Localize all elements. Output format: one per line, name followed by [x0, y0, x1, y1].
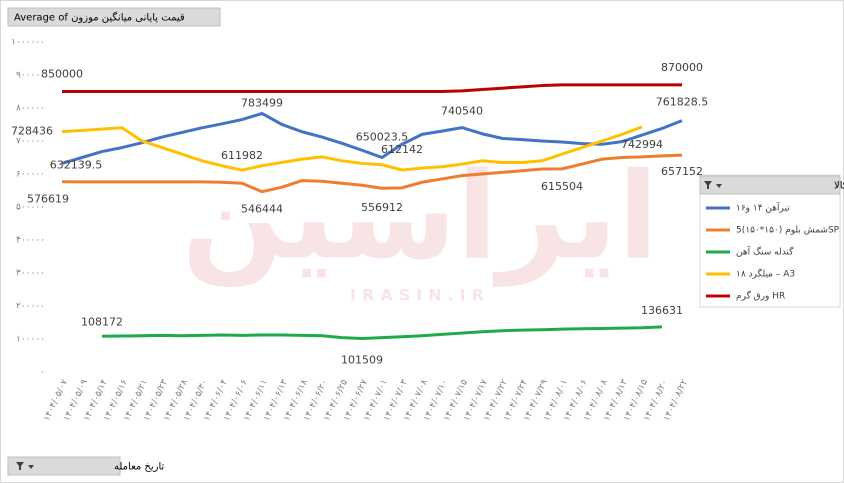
field-button[interactable]: Average of قیمت پایانی میانگین موزون: [7, 7, 221, 27]
series-line: [61, 125, 643, 172]
legend-title[interactable]: نام کالا: [834, 181, 844, 192]
data-label: 632139.5: [50, 158, 103, 171]
data-label: 101509: [341, 354, 383, 367]
data-label: 761828.5: [656, 96, 709, 109]
legend-button[interactable]: [699, 175, 841, 195]
y-tick-label: ۴۰۰۰۰۰: [16, 236, 45, 246]
y-tick-label: ۷۰۰۰۰۰: [16, 137, 45, 147]
field-button-label[interactable]: Average of قیمت پایانی میانگین موزون: [14, 12, 185, 24]
data-label: 576619: [27, 193, 69, 206]
y-tick-label: ۱۰۰۰۰۰۰: [11, 38, 45, 48]
y-tick-label: ۸۰۰۰۰۰: [16, 104, 45, 114]
filter-icon[interactable]: [16, 462, 34, 470]
y-tick-label: ۹۰۰۰۰۰: [16, 71, 45, 81]
axis-button[interactable]: تاریخ معامله: [7, 456, 165, 476]
axis-button-box[interactable]: [7, 456, 121, 476]
watermark: ایراسین IRASIN.IR: [182, 148, 659, 305]
series-line: [61, 111, 683, 165]
legend: نام کالا تیرآهن ۱۴ و۱۶ شمش بلوم (۱۵۰*۱۵۰)…: [699, 174, 844, 308]
legend-label: شمش بلوم (۱۵۰*۱۵۰)5SP: [736, 226, 840, 236]
y-tick-label: ۳۰۰۰۰۰: [16, 269, 45, 279]
data-label: 742994: [621, 138, 663, 151]
y-tick-label: ۵۰۰۰۰۰: [16, 203, 45, 213]
legend-label: میلگرد ۱۸ – A3: [736, 268, 795, 280]
data-label: 870000: [661, 61, 703, 74]
data-label: 611982: [221, 149, 263, 162]
y-tick-label: ۰: [40, 368, 45, 378]
y-tick-label: ۱۰۰۰۰۰: [16, 335, 45, 345]
filter-icon[interactable]: [704, 181, 722, 189]
data-label: 108172: [81, 315, 123, 328]
data-label: 615504: [541, 180, 583, 193]
data-label: 657152: [661, 165, 703, 178]
data-label: 650023.5: [356, 130, 409, 143]
data-label: 612142: [381, 143, 423, 156]
series-line: [62, 83, 682, 93]
series-line: [61, 153, 683, 194]
series-line: [101, 325, 663, 341]
watermark-text: ایراسین: [182, 148, 659, 287]
legend-label: تیرآهن ۱۴ و۱۶: [736, 202, 790, 214]
data-label: 556912: [361, 201, 403, 214]
data-label: 136631: [641, 304, 683, 317]
data-label: 783499: [241, 96, 283, 109]
field-button-box[interactable]: [7, 7, 221, 27]
data-label: 546444: [241, 203, 283, 216]
watermark-text: IRASIN.IR: [350, 286, 490, 305]
data-label: 728436: [11, 125, 53, 138]
data-label: 850000: [41, 68, 83, 81]
legend-label: گندله سنگ آهن: [736, 246, 794, 258]
y-tick-label: ۲۰۰۰۰۰: [16, 302, 45, 312]
y-tick-label: ۶۰۰۰۰۰: [16, 170, 45, 180]
axis-button-label[interactable]: تاریخ معامله: [114, 462, 165, 473]
legend-label: ورق گرم HR: [736, 290, 785, 302]
legend-box: [699, 174, 841, 308]
data-label: 740540: [441, 105, 483, 118]
